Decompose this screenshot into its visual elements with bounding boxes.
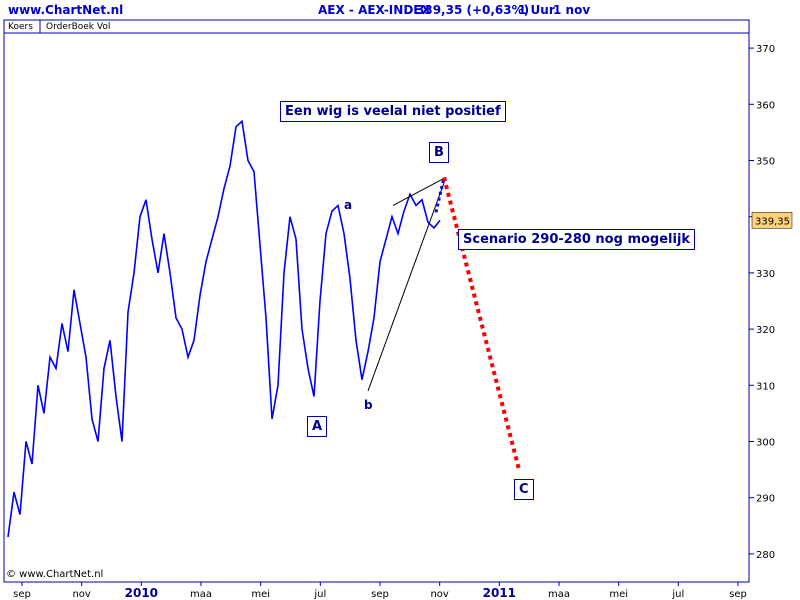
instrument-name: AEX - AEX-INDEX <box>318 3 431 17</box>
scenario-annotation: Scenario 290-280 nog mogelijk <box>458 229 696 250</box>
wedge-lower-line <box>367 177 447 392</box>
x-tick-label-9: maa <box>548 589 570 600</box>
x-tick-label-7: nov <box>430 589 448 600</box>
y-tick-label-300: 300 <box>756 438 775 449</box>
x-tick-label-10: mei <box>609 589 628 600</box>
x-tick-label-8: 2011 <box>483 586 516 600</box>
wave-label-C: C <box>514 479 534 500</box>
wave-label-a: a <box>344 198 353 212</box>
last-price-box <box>751 212 793 229</box>
tab-orderboek[interactable]: OrderBoek Vol <box>46 22 111 32</box>
x-axis: sep nov 2010 maa mei jul sep nov 2011 maa mei jul se… <box>13 582 747 600</box>
y-tick-label-330: 330 <box>756 269 775 280</box>
x-tick-label-3: maa <box>190 589 212 600</box>
wedge <box>367 176 447 392</box>
x-tick-label-12: sep <box>729 589 747 600</box>
y-tick-label-350: 350 <box>756 157 775 168</box>
x-tick-label-2: 2010 <box>125 586 158 600</box>
top-bar: www.ChartNet.nl AEX - AEX-INDEX 339,35 (… <box>0 0 800 20</box>
scenario-path <box>434 176 521 471</box>
x-tick-label-6: sep <box>371 589 389 600</box>
quote: 339,35 (+0,63%) <box>416 3 530 17</box>
x-tick-label-4: mei <box>251 589 270 600</box>
y-tick-label-320: 320 <box>756 325 775 336</box>
last-price-label: 339,35 <box>755 216 790 227</box>
wave-label-b: b <box>364 398 373 412</box>
copyright: © www.ChartNet.nl <box>6 569 104 580</box>
interval: 1 Uur <box>518 3 555 17</box>
y-tick-label-290: 290 <box>756 494 775 505</box>
wave-label-B: B <box>429 142 449 163</box>
site-name[interactable]: www.ChartNet.nl <box>8 3 124 17</box>
date: 1 nov <box>553 3 591 17</box>
scenario-line <box>442 176 521 471</box>
tab-koers[interactable]: Koers <box>8 22 33 32</box>
wedge-upper-line <box>392 176 447 206</box>
wedge-annotation: Een wig is veelal niet positief <box>280 101 506 122</box>
y-tick-label-310: 310 <box>756 381 775 392</box>
x-tick-label-0: sep <box>13 589 31 600</box>
wave-label-A: A <box>307 416 328 437</box>
price-series <box>7 119 441 538</box>
x-tick-label-11: jul <box>671 589 684 600</box>
x-tick-label-5: jul <box>313 589 326 600</box>
x-tick-label-1: nov <box>72 589 90 600</box>
y-tick-label-370: 370 <box>756 44 775 55</box>
last-price-marker: 339,35 <box>751 212 793 229</box>
y-axis: 280290300310320330340350360370 <box>749 44 775 561</box>
price-line <box>7 119 441 538</box>
y-tick-label-280: 280 <box>756 550 775 561</box>
y-tick-label-360: 360 <box>756 100 775 111</box>
